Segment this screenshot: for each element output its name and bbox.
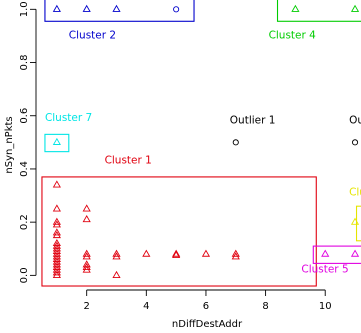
data-point [112, 4, 121, 12]
cluster-7-box [44, 133, 70, 153]
y-tick-label: 0.8 [19, 55, 30, 71]
data-point [232, 139, 239, 146]
data-point [52, 180, 61, 188]
data-point [231, 249, 240, 257]
x-tick-label: 4 [143, 301, 149, 312]
data-point [350, 4, 360, 12]
data-point [321, 249, 330, 257]
cluster-6-label: Cluster 6 [349, 187, 361, 199]
data-point [112, 270, 121, 278]
cluster-5-label: Cluster 5 [301, 264, 348, 276]
data-point [291, 4, 300, 12]
data-point [350, 217, 360, 225]
data-point [172, 250, 181, 259]
cluster-6-box [355, 205, 361, 242]
x-tick-label: 2 [84, 301, 90, 312]
data-point [231, 252, 240, 260]
outlier-2-label: Outlier 2 [349, 115, 361, 127]
data-point [52, 230, 61, 239]
data-point [52, 268, 61, 276]
data-point [82, 204, 91, 212]
x-tick-label: 8 [262, 301, 268, 312]
y-ticks: 0.0 0.2 0.4 0.6 0.8 1.0 [19, 1, 36, 283]
data-point [201, 249, 211, 257]
cluster-2-box [44, 0, 195, 22]
cluster-5-box [312, 245, 361, 264]
data-point [82, 249, 91, 257]
cluster-boxes [41, 0, 361, 287]
y-tick-label: 1.0 [19, 1, 30, 17]
data-point [52, 204, 61, 212]
data-point [82, 214, 91, 223]
y-axis: 0.0 0.2 0.4 0.6 0.8 1.0 nSyn_nPkts [4, 1, 37, 283]
data-point [351, 139, 359, 146]
data-point [112, 252, 121, 260]
data-point [52, 217, 61, 225]
cluster-2-label: Cluster 2 [69, 30, 116, 42]
x-ticks: 2 4 6 8 10 [84, 290, 332, 312]
data-point [52, 228, 61, 236]
data-point [52, 220, 61, 228]
cluster-4-box [276, 0, 361, 22]
data-points [52, 4, 360, 278]
data-point [172, 249, 181, 257]
data-point [52, 4, 61, 12]
x-tick-label: 6 [203, 301, 209, 312]
data-point [350, 249, 360, 257]
data-point [82, 262, 91, 270]
y-tick-label: 0.4 [19, 161, 30, 177]
cluster-1-box [41, 176, 317, 287]
data-point [173, 6, 180, 13]
data-point [82, 252, 91, 260]
data-point [82, 265, 91, 273]
cluster-7-label: Cluster 7 [45, 112, 92, 124]
x-axis-title: nDiffDestAddr [172, 319, 243, 330]
y-tick-label: 0.2 [19, 214, 30, 230]
data-point [52, 270, 61, 278]
y-tick-label: 0.0 [19, 267, 30, 283]
cluster-1-label: Cluster 1 [105, 155, 152, 167]
x-axis: 2 4 6 8 10 nDiffDestAddr [84, 289, 332, 330]
data-point [142, 249, 151, 257]
x-tick-label: 10 [319, 301, 332, 312]
cluster-labels: Cluster 1 Cluster 2 Cluster 4 Cluster 5 Clus… [45, 30, 361, 276]
data-point [112, 249, 121, 257]
data-point [52, 137, 61, 145]
cluster-4-label: Cluster 4 [269, 30, 317, 42]
data-point [82, 4, 91, 12]
y-axis-title: nSyn_nPkts [4, 116, 15, 173]
outlier-1-label: Outlier 1 [230, 115, 276, 127]
y-tick-label: 0.6 [19, 108, 30, 124]
